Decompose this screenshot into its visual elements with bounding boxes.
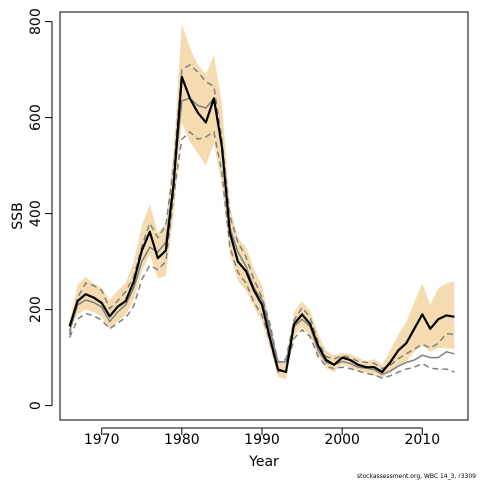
x-axis-label: Year	[248, 454, 279, 470]
x-tick-label: 2010	[404, 432, 440, 448]
x-tick-label: 2000	[324, 432, 360, 448]
y-tick-label: 800	[28, 8, 44, 35]
y-tick-label: 400	[28, 200, 44, 227]
previous-estimate-line	[68, 96, 455, 376]
y-axis-label: SSB	[10, 202, 26, 229]
x-tick-label: 1970	[84, 432, 120, 448]
x-tick-label: 1980	[164, 432, 200, 448]
plot-frame	[59, 11, 469, 421]
x-tick-label: 1990	[244, 432, 280, 448]
y-axis: 0 200 400 600 800	[28, 8, 53, 410]
y-tick-label: 600	[28, 104, 44, 131]
previous-upper-line	[68, 63, 455, 370]
y-tick-label: 0	[28, 401, 44, 410]
x-axis: 1970 1980 1990 2000 2010	[84, 427, 440, 448]
confidence-band	[69, 24, 455, 380]
plot-layer	[68, 24, 455, 380]
estimate-line	[68, 75, 455, 374]
footer-note: stockassessment.org, WBC 14_3, r3309	[357, 473, 476, 480]
previous-lower-line	[68, 130, 455, 379]
y-tick-label: 200	[28, 296, 44, 323]
